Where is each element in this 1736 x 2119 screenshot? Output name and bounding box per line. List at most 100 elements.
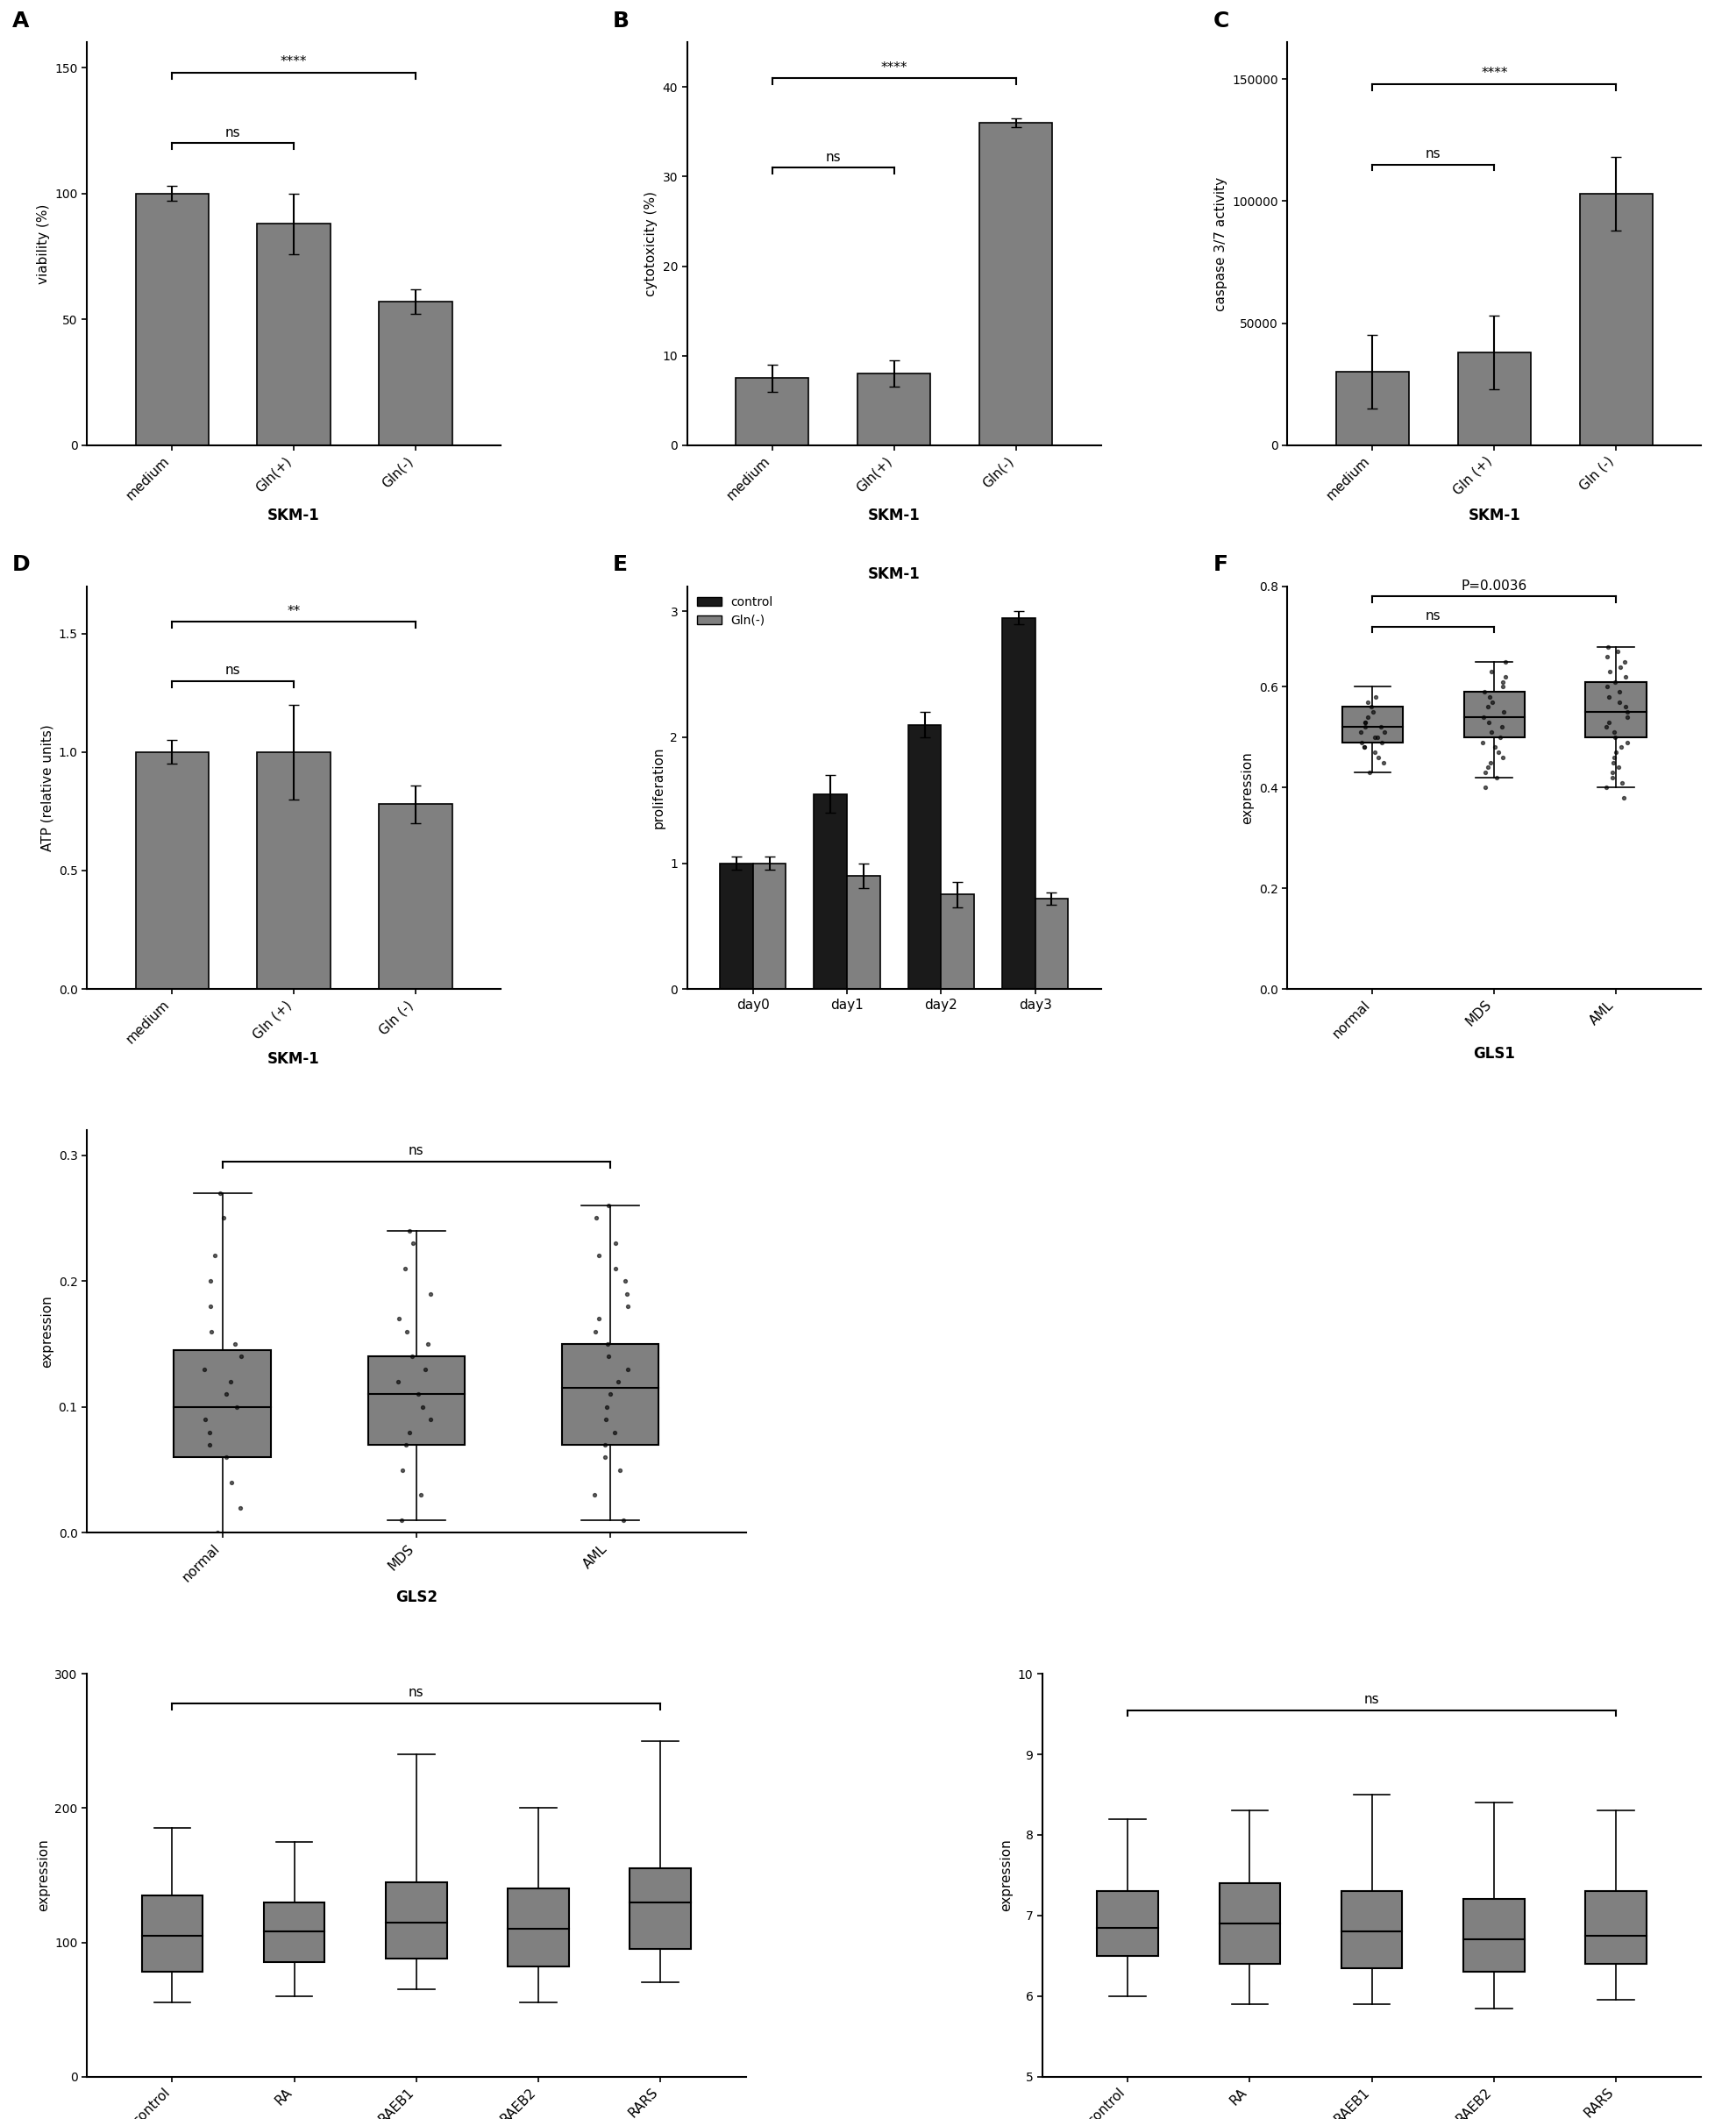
Point [1489,665,1517,699]
Point [1489,740,1517,773]
Point [1347,725,1375,759]
Bar [1337,373,1410,445]
Point [417,1403,444,1437]
Text: ns: ns [1425,610,1441,623]
Point [1613,695,1641,729]
X-axis label: GLS1: GLS1 [1474,1045,1516,1062]
Point [1476,746,1503,780]
Point [1483,761,1510,795]
Point [194,1428,222,1462]
FancyBboxPatch shape [1585,682,1646,737]
Point [592,1390,620,1424]
Point [203,1515,231,1549]
Point [406,1479,434,1513]
Point [404,1377,432,1411]
Bar [135,752,208,990]
Point [198,1314,226,1348]
Point [1351,706,1378,740]
Point [1608,731,1635,765]
Y-axis label: viability (%): viability (%) [36,203,50,284]
Point [1597,655,1625,689]
Text: P=0.0036: P=0.0036 [1462,578,1528,591]
Bar [378,301,451,445]
Point [410,1390,437,1424]
Point [389,1454,417,1488]
FancyBboxPatch shape [562,1343,658,1445]
Y-axis label: caspase 3/7 activity: caspase 3/7 activity [1213,176,1227,311]
Point [604,1365,632,1399]
Text: **: ** [286,604,300,619]
Y-axis label: expression: expression [36,1839,50,1911]
Point [1351,706,1378,740]
Bar [1002,617,1035,990]
Point [1481,731,1509,765]
Point [1354,699,1382,733]
X-axis label: SKM-1: SKM-1 [868,506,920,523]
Bar [1035,898,1068,990]
Point [226,1490,253,1524]
Point [1594,640,1621,674]
Point [1489,695,1517,729]
Point [1595,680,1623,714]
Point [1606,651,1634,684]
Point [592,1403,620,1437]
Point [222,1326,250,1360]
Point [601,1415,628,1449]
Point [1368,725,1396,759]
Point [1359,695,1387,729]
Text: ****: **** [281,55,307,68]
Bar [858,373,930,445]
Point [189,1352,217,1386]
FancyBboxPatch shape [509,1888,569,1966]
Point [1606,684,1634,718]
Point [1361,720,1389,754]
Point [1599,761,1627,795]
Point [1601,665,1628,699]
Point [595,1189,623,1223]
Point [196,1265,224,1299]
Point [1613,725,1641,759]
Point [1613,699,1641,733]
X-axis label: SKM-1: SKM-1 [1469,506,1521,523]
Bar [736,377,809,445]
Bar [847,875,880,990]
X-axis label: GLS2: GLS2 [396,1589,437,1604]
Point [1477,655,1505,689]
Title: SKM-1: SKM-1 [868,566,920,583]
Bar [941,894,974,990]
Text: ns: ns [1364,1693,1380,1706]
Point [606,1454,634,1488]
Point [392,1314,420,1348]
Point [1594,629,1621,663]
Text: A: A [12,11,30,32]
FancyBboxPatch shape [1219,1884,1279,1964]
Text: ns: ns [408,1144,424,1157]
Bar [814,795,847,990]
Point [396,1415,424,1449]
Point [1366,710,1394,744]
Point [1604,636,1632,670]
Point [384,1365,411,1399]
Y-axis label: ATP (relative units): ATP (relative units) [40,725,54,852]
FancyBboxPatch shape [1342,1892,1403,1969]
Point [1611,691,1639,725]
Point [613,1276,641,1310]
Point [597,1377,625,1411]
Point [1608,765,1635,799]
Y-axis label: expression: expression [40,1295,54,1367]
Text: B: B [613,11,628,32]
Point [1611,659,1639,693]
Point [1361,680,1389,714]
Text: ****: **** [880,61,908,74]
Text: ns: ns [1425,146,1441,161]
Text: ns: ns [226,125,241,140]
Text: F: F [1213,553,1227,574]
Text: ns: ns [825,150,840,163]
X-axis label: SKM-1: SKM-1 [267,1051,319,1068]
Point [210,1201,238,1235]
Point [601,1227,628,1261]
Point [590,1441,618,1475]
Point [1599,746,1627,780]
FancyBboxPatch shape [142,1894,203,1973]
Y-axis label: cytotoxicity (%): cytotoxicity (%) [644,191,658,297]
